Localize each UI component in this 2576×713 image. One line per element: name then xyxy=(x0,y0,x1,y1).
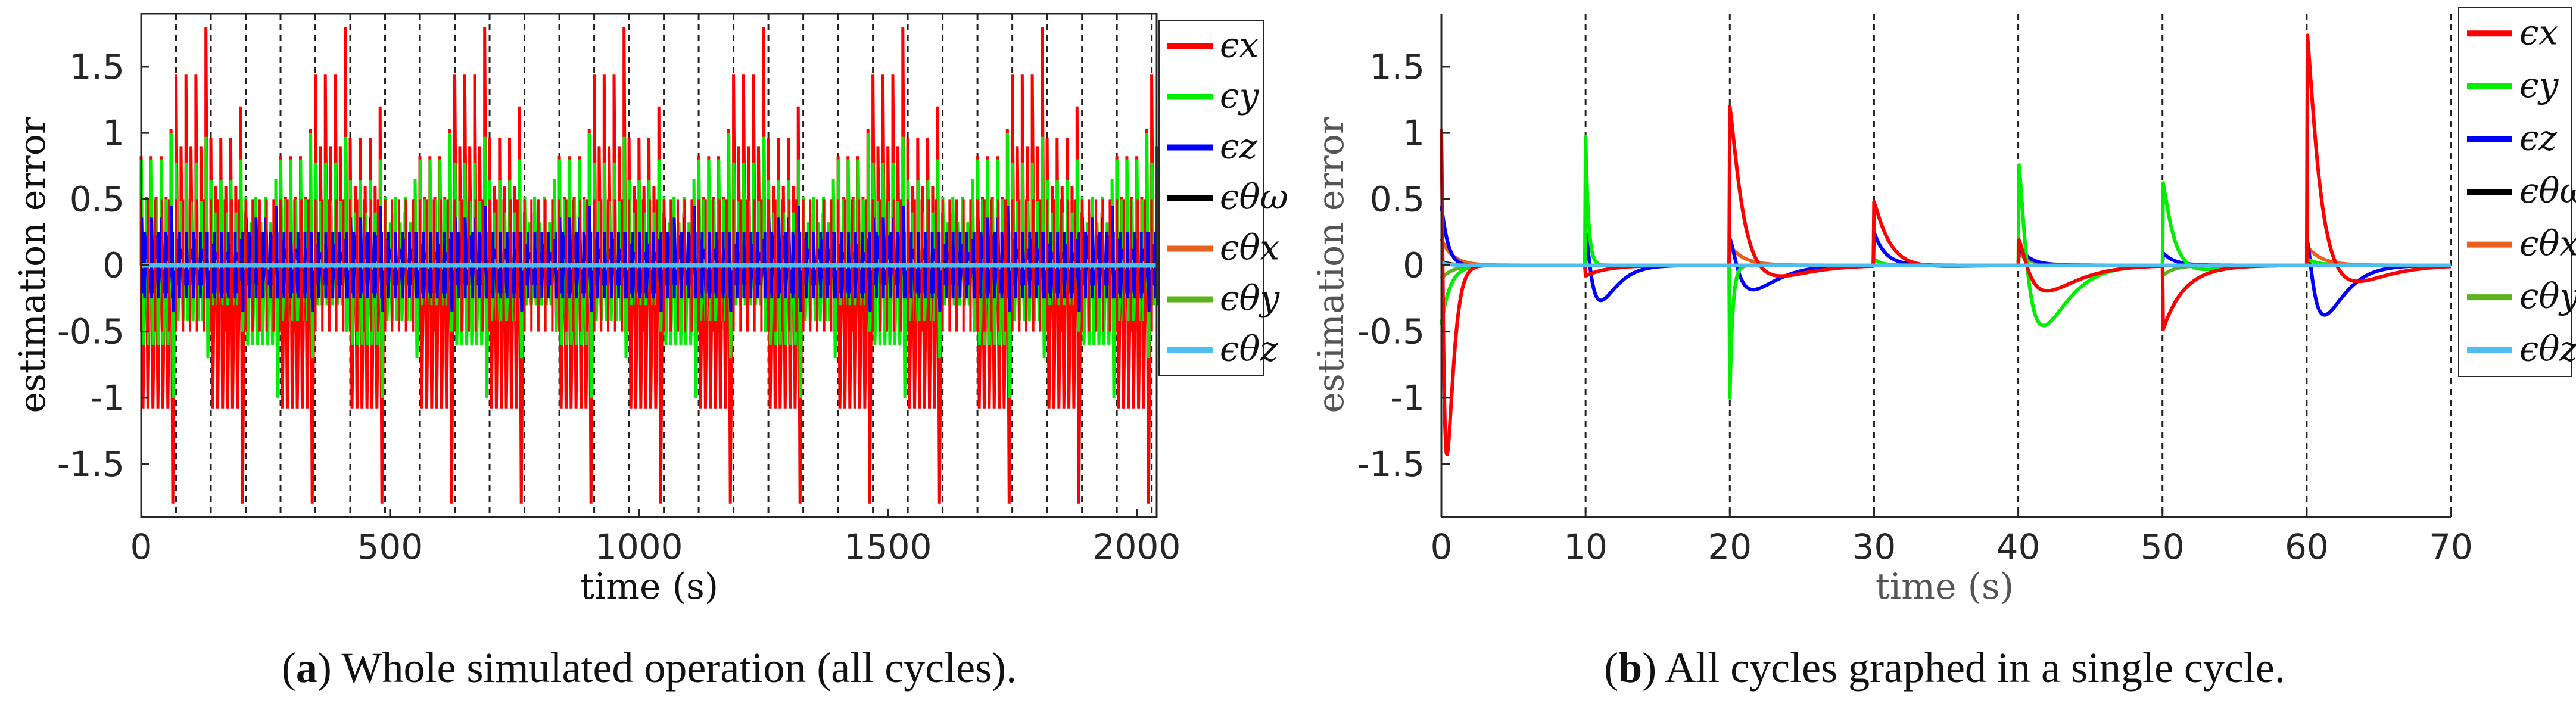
panel-b-caption: (b) All cycles graphed in a single cycle… xyxy=(1604,644,2285,692)
panel-a-legend-entry: ϵy xyxy=(1220,76,1259,116)
panel-b-x-tick-label: 10 xyxy=(1563,527,1608,567)
panel-a-oscillation-band xyxy=(140,199,1157,332)
panel-a-y-tick-label: -1.5 xyxy=(57,444,124,484)
panel-a-caption-close-paren: ) xyxy=(317,644,342,692)
panel-b-y-tick-label: -0.5 xyxy=(1357,312,1425,352)
panel-b-y-tick-label: -1.5 xyxy=(1357,444,1425,484)
panel-b-x-tick-label: 50 xyxy=(2141,527,2185,567)
panel-a-x-tick-label: 500 xyxy=(357,527,423,567)
panel-b-x-tick-label: 0 xyxy=(1431,527,1453,567)
panel-a-legend-entry: ϵθz xyxy=(1220,329,1278,369)
panel-b-legend-entry: ϵz xyxy=(2519,117,2557,158)
panel-a-x-tick-label: 0 xyxy=(130,527,152,567)
panel-b-x-tick-label: 30 xyxy=(1852,527,1896,567)
panel-b-legend-entry: ϵθy xyxy=(2519,276,2576,316)
panel-b-y-tick-label: 0 xyxy=(1403,245,1425,286)
panel-b-x-tick-label: 40 xyxy=(1996,527,2041,567)
panel-b-legend: ϵx ϵy ϵz ϵθω ϵθx ϵθy ϵθz xyxy=(2458,7,2576,377)
panel-b-legend-entry: ϵx xyxy=(2519,12,2558,52)
panel-a-caption-text: Whole simulated operation (all cycles). xyxy=(342,644,1017,692)
panel-a-x-tick-label: 2000 xyxy=(1093,527,1181,567)
panel-a-y-tick-label: -1 xyxy=(90,378,124,418)
panel-b-x-tick-label: 70 xyxy=(2429,527,2473,567)
panel-a: 0 500 1000 1500 2000 1.5 1 0.5 0 -0.5 -1 -1.5 time … xyxy=(12,13,1288,692)
panel-b-legend-entry: ϵθω xyxy=(2519,170,2576,211)
panel-a-legend-entry: ϵθy xyxy=(1220,278,1280,319)
panel-b-y-tick-label: 1 xyxy=(1403,113,1425,153)
panel-b-legend-entry: ϵθx xyxy=(2519,223,2576,264)
panel-a-x-axis-label: time (s) xyxy=(580,566,718,608)
panel-b-caption-close-paren: ) xyxy=(1642,644,1665,692)
panel-a-y-axis-label: estimation error xyxy=(12,117,54,413)
panel-b-caption-text: All cycles graphed in a single cycle. xyxy=(1665,644,2285,692)
panel-b-y-tick-label: 0.5 xyxy=(1370,179,1425,219)
panel-a-caption-label: a xyxy=(296,644,317,692)
panel-a-legend-entry: ϵz xyxy=(1220,126,1257,167)
panel-b-legend-entry: ϵθz xyxy=(2519,329,2576,369)
panel-a-y-tick-label: -0.5 xyxy=(57,312,124,352)
panel-a-legend-entry: ϵθω xyxy=(1220,177,1288,217)
panel-a-caption-open-paren: ( xyxy=(282,644,296,692)
panel-b-caption-label: b xyxy=(1618,644,1642,692)
panel-a-legend: ϵx ϵy ϵz ϵθω ϵθx ϵθy ϵθz xyxy=(1158,20,1288,376)
panel-b-y-tick-label: -1 xyxy=(1390,378,1425,418)
panel-b-y-axis-label: estimation error xyxy=(1310,117,1352,413)
panel-b-x-tick-label: 60 xyxy=(2285,527,2329,567)
panel-a-y-tick-label: 1 xyxy=(102,113,124,153)
panel-a-caption: (a) Whole simulated operation (all cycle… xyxy=(282,644,1017,692)
panel-a-y-tick-label: 0 xyxy=(102,245,124,286)
panel-b-y-tick-label: 1.5 xyxy=(1370,46,1425,87)
panel-b: 0 10 20 30 40 50 60 70 1.5 1 0.5 0 -0.5 -1 -1.5 time (… xyxy=(1310,7,2576,692)
panel-b-series-line xyxy=(1440,261,2452,267)
panel-b-caption-open-paren: ( xyxy=(1604,644,1618,692)
panel-a-x-tick-label: 1500 xyxy=(844,527,932,567)
panel-b-legend-entry: ϵy xyxy=(2519,65,2559,105)
panel-b-x-axis-label: time (s) xyxy=(1876,566,2014,608)
panel-a-y-tick-label: 0.5 xyxy=(70,179,124,219)
panel-a-y-tick-label: 1.5 xyxy=(70,46,124,87)
panel-b-x-tick-label: 20 xyxy=(1708,527,1752,567)
panel-a-x-tick-label: 1000 xyxy=(595,527,683,567)
panel-a-legend-entry: ϵx xyxy=(1220,25,1259,66)
panel-a-legend-entry: ϵθx xyxy=(1220,228,1279,268)
